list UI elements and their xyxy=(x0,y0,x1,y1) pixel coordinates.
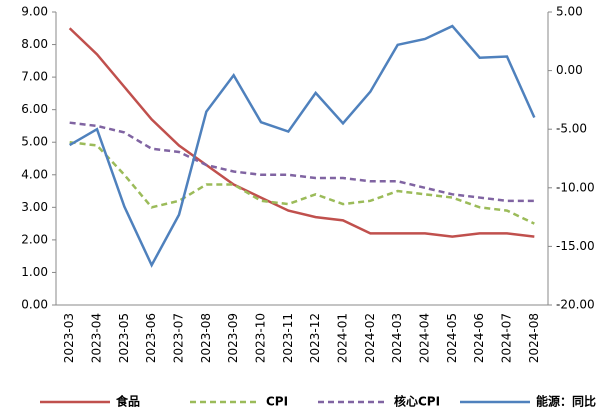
y-tick-label: 4.00 xyxy=(21,167,48,181)
y-tick-label: 5.00 xyxy=(21,135,48,149)
x-tick-label: 2023-04 xyxy=(90,313,104,363)
series-line xyxy=(69,121,535,203)
y2-tick-label: 5.00 xyxy=(556,5,583,19)
y2-tick-label: -20.00 xyxy=(556,298,595,312)
y2-tick-label: 0.00 xyxy=(556,63,583,77)
x-tick-label: 2024-01 xyxy=(336,313,350,363)
legend-label: 能源：同比 xyxy=(536,394,596,409)
x-tick-label: 2024-03 xyxy=(390,313,404,363)
x-tick-label: 2024-06 xyxy=(472,313,486,363)
x-tick-label: 2023-10 xyxy=(254,313,268,363)
x-tick-label: 2023-11 xyxy=(281,313,295,363)
y-tick-label: 2.00 xyxy=(21,232,48,246)
x-tick-label: 2024-05 xyxy=(445,313,459,363)
y-tick-label: 3.00 xyxy=(21,200,48,214)
y-tick-label: 1.00 xyxy=(21,265,48,279)
y-tick-label: 0.00 xyxy=(21,298,48,312)
x-tick-label: 2023-08 xyxy=(199,313,213,363)
x-tick-label: 2023-12 xyxy=(308,313,322,363)
series-line xyxy=(69,24,536,268)
x-tick-label: 2023-03 xyxy=(62,313,76,363)
x-tick-label: 2023-05 xyxy=(117,313,131,363)
y2-tick-label: -5.00 xyxy=(556,122,587,136)
y-tick-label: 9.00 xyxy=(21,5,48,19)
series-line xyxy=(69,140,535,225)
legend-label: 核心CPI xyxy=(394,394,440,409)
y2-tick-label: -15.00 xyxy=(556,239,595,253)
legend-label: 食品 xyxy=(115,394,140,409)
y-tick-label: 6.00 xyxy=(21,102,48,116)
x-tick-label: 2023-06 xyxy=(144,313,158,363)
y2-tick-label: -10.00 xyxy=(556,180,595,194)
x-tick-label: 2023-07 xyxy=(172,313,186,363)
x-tick-label: 2024-08 xyxy=(527,313,541,363)
x-tick-label: 2023-09 xyxy=(226,313,240,363)
y-tick-label: 7.00 xyxy=(21,70,48,84)
legend-label: CPI xyxy=(266,395,288,409)
x-tick-label: 2024-02 xyxy=(363,313,377,363)
x-tick-label: 2024-04 xyxy=(418,313,432,363)
x-tick-label: 2024-07 xyxy=(500,313,514,363)
y-tick-label: 8.00 xyxy=(21,37,48,51)
series-line xyxy=(68,27,535,238)
